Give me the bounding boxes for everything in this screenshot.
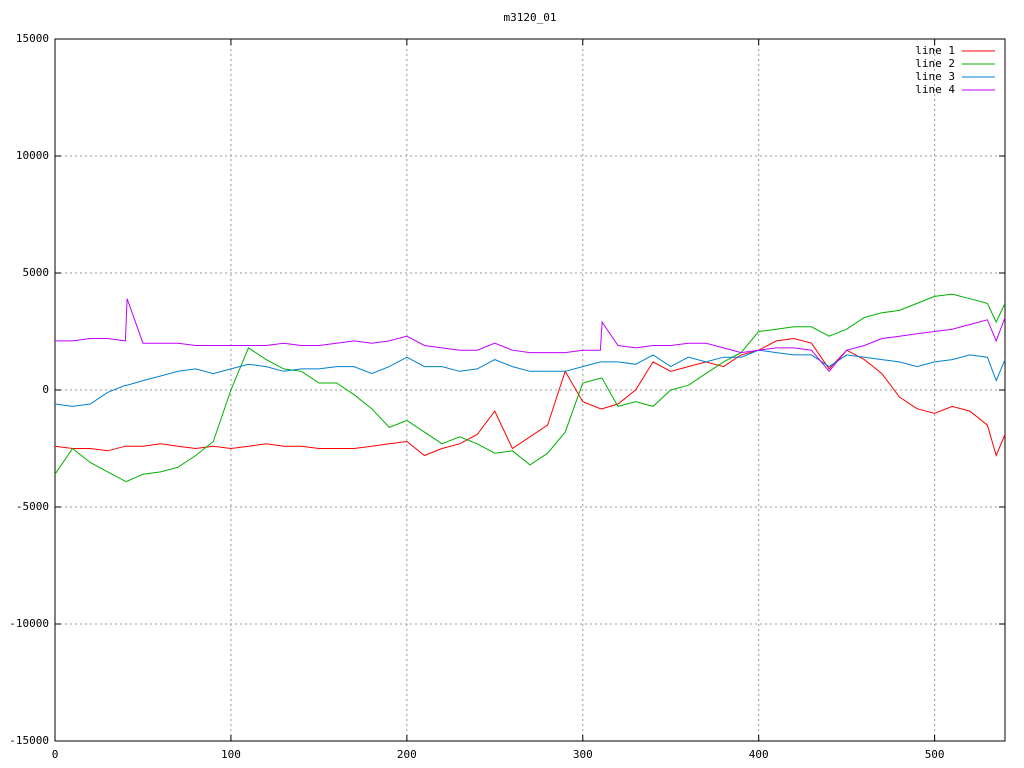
series-line [55, 298, 1006, 373]
legend-label: line 4 [915, 83, 955, 96]
x-tick-label: 400 [749, 748, 769, 761]
x-tick-label: 0 [52, 748, 59, 761]
y-tick-label: 5000 [23, 266, 50, 279]
chart-title: m3120_01 [504, 11, 557, 24]
legend-label: line 2 [915, 57, 955, 70]
series-line [54, 349, 1006, 407]
legend-label: line 1 [915, 44, 955, 57]
legend-label: line 3 [915, 70, 955, 83]
y-tick-label: 15000 [16, 32, 49, 45]
x-tick-label: 300 [573, 748, 593, 761]
series-line [54, 293, 1006, 482]
y-tick-label: -5000 [16, 500, 49, 513]
y-tick-label: -10000 [9, 617, 49, 630]
x-tick-label: 100 [221, 748, 241, 761]
x-tick-label: 200 [397, 748, 417, 761]
y-tick-label: 10000 [16, 149, 49, 162]
plot-border [54, 38, 1006, 742]
y-tick-label: -15000 [9, 734, 49, 747]
y-tick-label: 0 [42, 383, 49, 396]
x-tick-label: 500 [925, 748, 945, 761]
series-line [54, 337, 1006, 457]
